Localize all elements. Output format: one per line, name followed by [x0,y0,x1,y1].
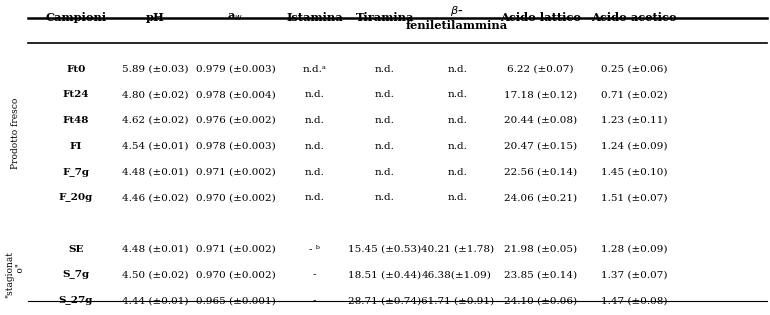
Text: n.d.: n.d. [375,142,395,151]
Text: n.d.: n.d. [375,90,395,99]
Text: 1.23 (±0.11): 1.23 (±0.11) [601,116,668,125]
Text: n.d.: n.d. [447,168,467,176]
Text: 4.48 (±0.01): 4.48 (±0.01) [122,168,188,176]
Text: 46.38(±1.09): 46.38(±1.09) [422,271,492,279]
Text: F_7g: F_7g [62,168,89,176]
Text: n.d.: n.d. [304,142,324,151]
Text: 4.48 (±0.01): 4.48 (±0.01) [122,245,188,254]
Text: 20.47 (±0.15): 20.47 (±0.15) [504,142,578,151]
Text: 24.10 (±0.06): 24.10 (±0.06) [504,296,578,305]
Text: 1.51 (±0.07): 1.51 (±0.07) [601,193,668,202]
Text: -: - [313,296,316,305]
Text: Ft24: Ft24 [62,90,89,99]
Text: n.d.: n.d. [304,168,324,176]
Text: 28.71 (±0.74): 28.71 (±0.74) [349,296,421,305]
Text: n.d.: n.d. [375,168,395,176]
Text: n.d.: n.d. [304,90,324,99]
Text: 40.21 (±1.78): 40.21 (±1.78) [420,245,494,254]
Text: Acido lattico: Acido lattico [500,12,581,23]
Text: 4.62 (±0.02): 4.62 (±0.02) [122,116,188,125]
Text: Ft48: Ft48 [62,116,89,125]
Text: 0.976 (±0.002): 0.976 (±0.002) [196,116,275,125]
Text: n.d.: n.d. [304,116,324,125]
Text: Prodotto fresco: Prodotto fresco [11,98,20,169]
Text: 4.46 (±0.02): 4.46 (±0.02) [122,193,188,202]
Text: 18.51 (±0.44): 18.51 (±0.44) [349,271,421,279]
Text: Tiramina: Tiramina [356,12,414,23]
Text: n.d.: n.d. [375,65,395,73]
Text: n.d.: n.d. [375,116,395,125]
Text: 21.98 (±0.05): 21.98 (±0.05) [504,245,578,254]
Text: 4.54 (±0.01): 4.54 (±0.01) [122,142,188,151]
Text: n.d.: n.d. [447,90,467,99]
Text: n.d.: n.d. [447,193,467,202]
Text: FI: FI [69,142,82,151]
Text: Ft0: Ft0 [66,65,85,73]
Text: 0.71 (±0.02): 0.71 (±0.02) [601,90,668,99]
Text: 0.970 (±0.002): 0.970 (±0.002) [196,193,275,202]
Text: 0.965 (±0.001): 0.965 (±0.001) [196,296,275,305]
Text: a$_w$: a$_w$ [227,12,243,23]
Text: "stagionat
     o": "stagionat o" [5,251,25,299]
Text: 0.978 (±0.003): 0.978 (±0.003) [196,142,275,151]
Text: -: - [313,271,316,279]
Text: 1.37 (±0.07): 1.37 (±0.07) [601,271,668,279]
Text: Campioni: Campioni [45,12,106,23]
Text: 1.28 (±0.09): 1.28 (±0.09) [601,245,668,254]
Text: 0.978 (±0.004): 0.978 (±0.004) [196,90,275,99]
Text: 20.44 (±0.08): 20.44 (±0.08) [504,116,578,125]
Text: 0.971 (±0.002): 0.971 (±0.002) [196,245,275,254]
Text: $\beta$-
feniletilammina: $\beta$- feniletilammina [406,4,508,31]
Text: Istamina: Istamina [286,12,343,23]
Text: 0.971 (±0.002): 0.971 (±0.002) [196,168,275,176]
Text: 1.47 (±0.08): 1.47 (±0.08) [601,296,668,305]
Text: 61.71 (±0.91): 61.71 (±0.91) [420,296,494,305]
Text: Acido acetico: Acido acetico [591,12,677,23]
Text: n.d.ᵃ: n.d.ᵃ [303,65,326,73]
Text: 24.06 (±0.21): 24.06 (±0.21) [504,193,578,202]
Text: S_27g: S_27g [59,296,93,305]
Text: 4.50 (±0.02): 4.50 (±0.02) [122,271,188,279]
Text: pH: pH [146,12,164,23]
Text: 6.22 (±0.07): 6.22 (±0.07) [507,65,574,73]
Text: 5.89 (±0.03): 5.89 (±0.03) [122,65,188,73]
Text: n.d.: n.d. [304,193,324,202]
Text: 23.85 (±0.14): 23.85 (±0.14) [504,271,578,279]
Text: n.d.: n.d. [375,193,395,202]
Text: SE: SE [68,245,84,254]
Text: 1.24 (±0.09): 1.24 (±0.09) [601,142,668,151]
Text: 22.56 (±0.14): 22.56 (±0.14) [504,168,578,176]
Text: n.d.: n.d. [447,116,467,125]
Text: 15.45 (±0.53): 15.45 (±0.53) [349,245,421,254]
Text: 4.44 (±0.01): 4.44 (±0.01) [122,296,188,305]
Text: n.d.: n.d. [447,142,467,151]
Text: F_20g: F_20g [59,193,93,202]
Text: 0.970 (±0.002): 0.970 (±0.002) [196,271,275,279]
Text: 0.25 (±0.06): 0.25 (±0.06) [601,65,668,73]
Text: 1.45 (±0.10): 1.45 (±0.10) [601,168,668,176]
Text: 4.80 (±0.02): 4.80 (±0.02) [122,90,188,99]
Text: 0.979 (±0.003): 0.979 (±0.003) [196,65,275,73]
Text: 17.18 (±0.12): 17.18 (±0.12) [504,90,578,99]
Text: S_7g: S_7g [62,271,89,279]
Text: n.d.: n.d. [447,65,467,73]
Text: - ᵇ: - ᵇ [309,245,320,254]
